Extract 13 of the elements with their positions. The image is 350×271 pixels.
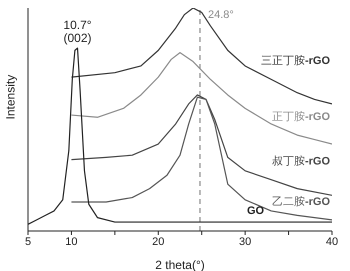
x-tick-label: 20: [152, 236, 164, 248]
x-tick-label: 40: [326, 236, 338, 248]
series-label: GO: [247, 205, 265, 218]
series-label: 叔丁胺-rGO: [272, 154, 330, 168]
x-tick-label: 5: [24, 236, 32, 248]
y-axis-title: Intensity: [3, 74, 18, 120]
series-label: 乙二胺-rGO: [272, 194, 330, 208]
ref-line-label: 24.8°: [208, 9, 234, 21]
x-tick-label: 30: [239, 236, 252, 248]
series-label: 三正丁胺-rGO: [260, 54, 330, 67]
x-tick-label: 10: [65, 236, 78, 248]
series-label: 正丁胺-rGO: [272, 110, 330, 124]
annotation: 10.7° (002): [63, 18, 92, 46]
